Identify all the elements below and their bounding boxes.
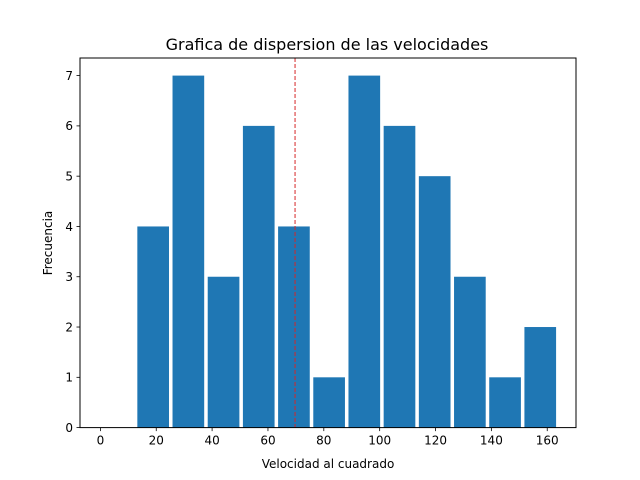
bar-4 <box>242 125 275 428</box>
x-tick-label: 120 <box>424 434 447 448</box>
x-axis-ticks: 0 20 40 60 80 100 120 140 160 <box>97 427 559 448</box>
bar-12 <box>524 327 557 428</box>
x-tick-label: 0 <box>97 434 105 448</box>
y-tick-label: 6 <box>65 119 73 133</box>
y-tick-label: 5 <box>65 169 73 183</box>
bar-9 <box>418 176 451 428</box>
y-axis-label: Frecuencia <box>41 211 55 276</box>
bar-5 <box>278 226 310 428</box>
y-axis-ticks: 0 1 2 3 4 5 6 7 <box>65 69 80 435</box>
x-tick-label: 40 <box>204 434 219 448</box>
bar-8 <box>383 125 416 428</box>
y-tick-label: 1 <box>65 371 73 385</box>
bar-7 <box>348 75 381 428</box>
bar-11 <box>489 377 521 428</box>
chart-title: Grafica de dispersion de las velocidades <box>166 35 489 54</box>
bar-1 <box>137 226 170 428</box>
y-tick-label: 4 <box>65 220 73 234</box>
x-tick-label: 60 <box>260 434 275 448</box>
y-tick-label: 0 <box>65 421 73 435</box>
bar-10 <box>454 276 486 428</box>
bar-6 <box>313 377 345 428</box>
bar-2 <box>172 75 205 428</box>
x-tick-label: 20 <box>149 434 164 448</box>
y-tick-label: 7 <box>65 69 73 83</box>
x-tick-label: 160 <box>536 434 559 448</box>
x-tick-label: 80 <box>316 434 331 448</box>
bars-group <box>137 75 557 428</box>
plot-frame <box>79 57 577 429</box>
x-axis-label: Velocidad al cuadrado <box>262 457 395 471</box>
bar-3 <box>207 276 240 428</box>
y-tick-label: 2 <box>65 320 73 334</box>
y-tick-label: 3 <box>65 270 73 284</box>
x-tick-label: 100 <box>368 434 391 448</box>
x-tick-label: 140 <box>480 434 503 448</box>
